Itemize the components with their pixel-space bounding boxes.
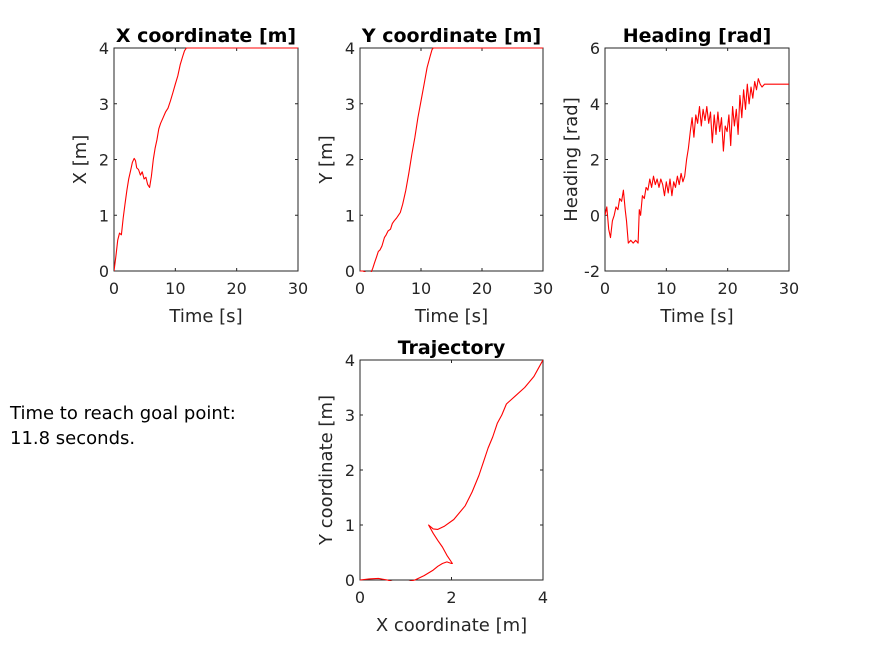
goal-time-annotation: Time to reach goal point: 11.8 seconds.	[10, 401, 236, 451]
series-line-y-coordinate	[360, 47, 543, 272]
chart-title: Trajectory	[398, 337, 506, 359]
x-tick-label: 0	[600, 279, 610, 298]
y-tick-label: 3	[345, 95, 355, 114]
chart-x-coordinate: 0 10 20 30 0 1 2 3 4 X coordinate [m] Time [s] X [m…	[70, 25, 308, 327]
x-tick-label: 30	[288, 279, 308, 298]
y-tick-label: 1	[345, 516, 355, 535]
x-axis-label: Time [s]	[414, 306, 488, 327]
y-tick-label: 3	[99, 95, 109, 114]
x-tick-label: 10	[165, 279, 185, 298]
y-tick-label: 4	[590, 95, 600, 114]
x-tick-label: 20	[472, 279, 492, 298]
y-tick-label: -2	[584, 262, 600, 281]
y-tick-label: 1	[99, 206, 109, 225]
x-axis-label: Time [s]	[168, 306, 242, 327]
y-axis-label: Y coordinate [m]	[316, 395, 337, 546]
x-axis-label: X coordinate [m]	[376, 615, 527, 636]
x-tick-label: 0	[355, 588, 365, 607]
y-tick-label: 4	[99, 39, 109, 58]
y-tick-label: 0	[345, 262, 355, 281]
x-tick-label: 30	[533, 279, 553, 298]
y-tick-label: 0	[99, 262, 109, 281]
axes-box	[359, 47, 544, 272]
y-tick-label: 2	[590, 151, 600, 170]
axes-box	[359, 359, 544, 581]
y-tick-label: 1	[345, 206, 355, 225]
chart-title: Heading [rad]	[623, 25, 772, 47]
x-tick-label: 0	[355, 279, 365, 298]
chart-title: X coordinate [m]	[116, 25, 296, 47]
axes-box	[113, 47, 299, 272]
series-line-x-coordinate	[114, 47, 298, 272]
y-axis-label: Y [m]	[316, 135, 337, 184]
x-tick-label: 2	[446, 588, 456, 607]
y-axis-label: Heading [rad]	[561, 97, 582, 222]
x-tick-label: 10	[656, 279, 676, 298]
y-tick-label: 0	[345, 571, 355, 590]
chart-trajectory: 0 2 4 0 1 2 3 4 Trajectory X coordinate [m] Y coor…	[316, 337, 548, 636]
y-tick-label: 4	[345, 39, 355, 58]
chart-y-coordinate: 0 10 20 30 0 1 2 3 4 Y coordinate [m] Time [s] Y [m…	[316, 25, 553, 327]
x-tick-label: 0	[109, 279, 119, 298]
y-axis-label: X [m]	[70, 135, 91, 185]
x-tick-label: 10	[411, 279, 431, 298]
series-line-trajectory	[360, 359, 543, 581]
y-tick-label: 3	[345, 406, 355, 425]
x-tick-label: 4	[538, 588, 548, 607]
x-axis-label: Time [s]	[659, 306, 733, 327]
x-tick-label: 30	[779, 279, 799, 298]
y-tick-label: 0	[590, 206, 600, 225]
series-line-heading	[605, 78, 789, 244]
goal-time-line2: 11.8 seconds.	[10, 428, 136, 449]
x-tick-label: 20	[717, 279, 737, 298]
chart-title: Y coordinate [m]	[361, 25, 541, 47]
y-tick-label: 2	[345, 151, 355, 170]
goal-time-line1: Time to reach goal point:	[10, 403, 236, 424]
y-tick-label: 6	[590, 39, 600, 58]
y-tick-label: 2	[345, 461, 355, 480]
axes-box	[604, 47, 790, 272]
y-tick-label: 4	[345, 351, 355, 370]
x-tick-label: 20	[226, 279, 246, 298]
y-tick-label: 2	[99, 151, 109, 170]
